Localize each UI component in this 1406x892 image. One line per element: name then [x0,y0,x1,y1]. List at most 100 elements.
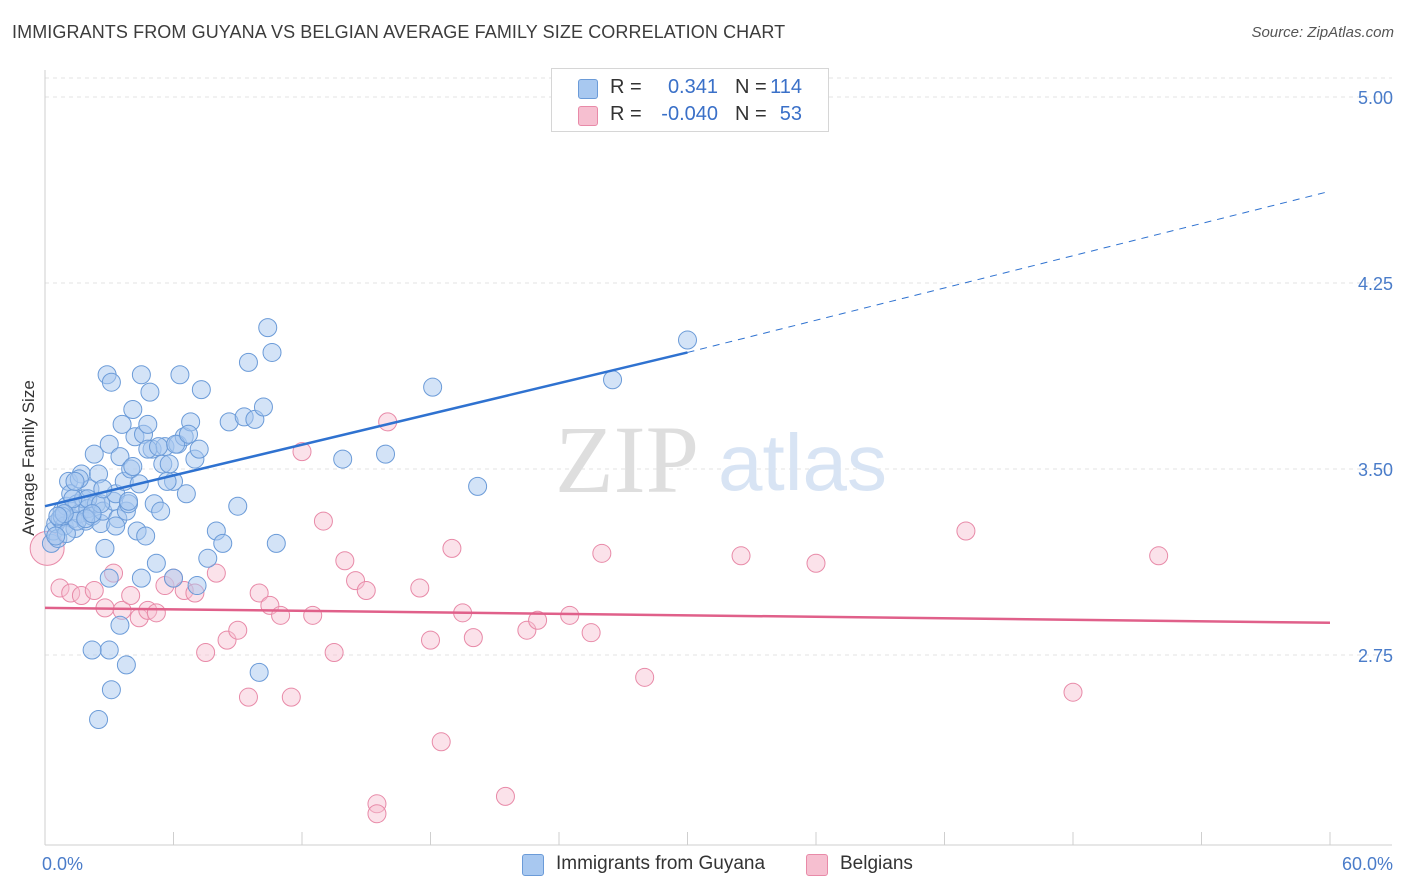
guyana-point [89,709,109,729]
belgians-point [517,620,537,640]
guyana-point [123,399,143,419]
chart-title: IMMIGRANTS FROM GUYANA VS BELGIAN AVERAG… [12,22,786,42]
guyana-point [187,576,207,596]
guyana-point [99,434,119,454]
guyana-point [146,553,166,573]
belgians-point [281,687,301,707]
series-legend: Immigrants from Guyana Belgians [0,852,1406,878]
belgians-point [292,442,312,462]
belgians-point [271,605,291,625]
guyana-point [99,640,119,660]
watermark-atlas: atlas [718,418,887,507]
series-label-guyana: Immigrants from Guyana [556,853,766,874]
belgians-point [956,521,976,541]
legend-n-label: N = [735,76,767,98]
belgians-point [196,643,216,663]
legend-swatch-belgians [578,106,598,126]
guyana-point [262,342,282,362]
guyana-point [189,439,209,459]
guyana-point [266,533,286,553]
guyana-point [110,447,130,467]
belgians-point [463,628,483,648]
belgians-point [806,553,826,573]
belgians-point [324,643,344,663]
guyana-point [110,615,130,635]
legend-r-value: -0.040 [661,103,718,125]
belgians-point [592,543,612,563]
belgians-point [356,581,376,601]
belgians-point [84,581,104,601]
x-tick-label-0: 0.0% [42,854,83,874]
guyana-point [119,491,139,511]
guyana-point [249,662,269,682]
axes [44,70,1392,846]
guyana-point [136,526,156,546]
belgians-point [303,605,323,625]
belgians-point [560,605,580,625]
guyana-point [176,484,196,504]
belgians-point [367,794,387,814]
belgians-point [367,804,387,824]
y-tick-label-0: 2.75 [1358,646,1393,666]
guyana-point [253,397,273,417]
guyana-point [213,533,233,553]
watermark: ZIP atlas [555,406,887,513]
guyana-point [82,504,102,524]
guyana-point [159,454,179,474]
stats-legend: R = 0.341 N = 114 R = -0.040 N = 53 [551,68,829,132]
guyana-point [603,370,623,390]
guyana-point [191,380,211,400]
legend-row-belgians: R = -0.040 N = 53 [552,102,828,128]
belgians-point [238,687,258,707]
watermark-zip: ZIP [555,406,699,513]
guyana-point [166,434,186,454]
belgians-point [313,511,333,531]
guyana-point [140,382,160,402]
belgians-point [442,538,462,558]
guyana-point [82,640,102,660]
belgians-point [71,585,91,605]
belgians-point [228,620,248,640]
guyana-point [151,501,171,521]
belgians-point [121,585,141,605]
guyana-point [48,506,68,526]
series-swatch-belgians [806,854,828,876]
guyana-point [95,538,115,558]
belgians-point [249,583,269,603]
guyana-point [333,449,353,469]
guyana-point [149,437,169,457]
guyana-point [238,352,258,372]
guyana-point [138,414,158,434]
guyana-point [423,377,443,397]
belgians-point [1063,682,1083,702]
guyana-point [131,365,151,385]
belgians-point [495,786,515,806]
legend-r-label: R = [610,103,642,125]
belgians-point [410,578,430,598]
legend-r-label: R = [610,76,642,98]
belgians-trend-line [44,606,1331,625]
belgians-point [146,603,166,623]
belgians-point [528,610,548,630]
guyana-point [258,318,278,338]
belgians-point [50,578,70,598]
guyana-point [112,414,132,434]
guyana-point [170,365,190,385]
guyana-point [101,372,121,392]
guyana-point [101,680,121,700]
legend-n-label: N = [735,103,767,125]
legend-row-guyana: R = 0.341 N = 114 [552,75,828,101]
guyana-point [228,496,248,516]
series-label-belgians: Belgians [840,853,913,874]
legend-n-value: 53 [779,103,802,125]
guyana-point [106,516,126,536]
legend-n-value: 114 [770,76,802,98]
guyana-trend-extension [687,190,1331,353]
belgians-point [217,630,237,650]
guyana-point [65,471,85,491]
guyana-trend-line [44,351,688,508]
guyana-point [678,330,697,350]
belgians-point [431,732,451,752]
guyana-point [116,655,136,675]
